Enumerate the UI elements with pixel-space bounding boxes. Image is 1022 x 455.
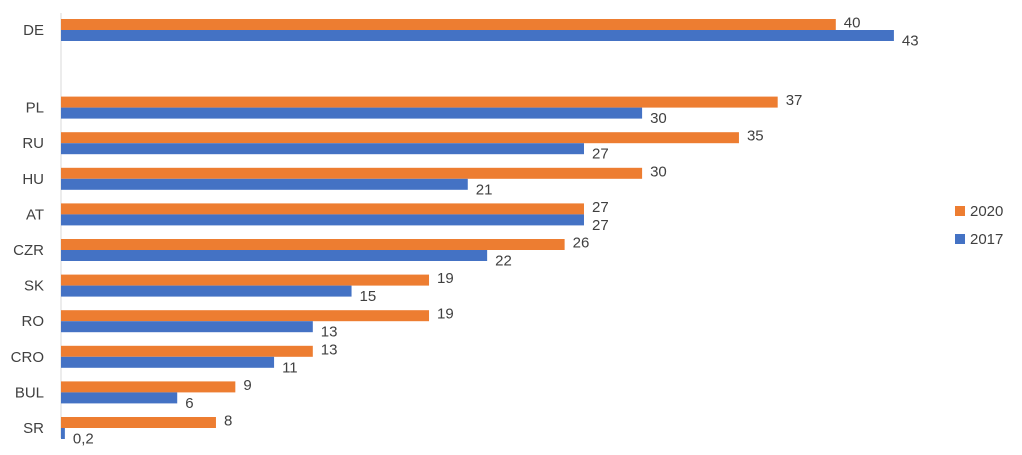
category-label: RU (22, 135, 44, 152)
data-label-2017: 15 (360, 288, 377, 305)
data-label-2017: 0,2 (73, 431, 94, 448)
data-label-2020: 30 (650, 163, 667, 180)
legend-label-2020: 2020 (970, 203, 1003, 220)
category-label: PL (26, 100, 44, 117)
data-label-2020: 13 (321, 341, 338, 358)
bar-2017 (61, 285, 352, 297)
data-label-2020: 26 (573, 235, 590, 252)
bar-2017 (61, 214, 584, 226)
data-label-2017: 11 (282, 359, 298, 376)
data-label-2017: 30 (650, 110, 667, 127)
data-label-2017: 21 (476, 181, 493, 198)
bar-2020 (61, 203, 584, 215)
legend-label-2017: 2017 (970, 231, 1003, 248)
category-label: HU (22, 171, 44, 188)
category-label: AT (26, 206, 44, 223)
data-label-2017: 27 (592, 146, 609, 163)
legend-swatch-2020 (955, 206, 965, 216)
bar-2020 (61, 310, 430, 322)
bar-2017 (61, 178, 468, 190)
bar-2017 (61, 428, 65, 439)
data-label-2017: 22 (495, 253, 512, 270)
category-label: DE (23, 22, 44, 39)
data-label-2020: 27 (592, 199, 609, 216)
data-label-2020: 19 (437, 306, 454, 323)
bar-2020 (61, 345, 313, 357)
bar-2017 (61, 143, 584, 155)
bar-2017 (61, 321, 313, 333)
bar-2017 (61, 392, 178, 404)
data-label-2020: 35 (747, 128, 764, 145)
category-label: RO (22, 313, 45, 330)
bar-2017 (61, 30, 894, 41)
bar-2020 (61, 132, 739, 144)
category-label: SR (23, 420, 44, 437)
data-label-2017: 13 (321, 324, 338, 341)
category-label: CZR (13, 242, 44, 259)
data-label-2020: 37 (786, 92, 803, 109)
bar-2017 (61, 250, 488, 261)
category-label: SK (24, 278, 44, 295)
data-label-2017: 43 (902, 33, 919, 50)
data-label-2020: 40 (844, 15, 861, 32)
data-label-2020: 19 (437, 270, 454, 287)
category-label: BUL (15, 384, 44, 401)
data-label-2020: 8 (224, 413, 232, 430)
bar-2020 (61, 19, 836, 30)
data-label-2017: 6 (185, 395, 193, 412)
bar-2020 (61, 417, 216, 428)
data-label-2020: 9 (243, 377, 251, 394)
bar-2020 (61, 96, 778, 108)
bar-2020 (61, 239, 565, 250)
bar-2020 (61, 274, 430, 286)
legend-swatch-2017 (955, 234, 965, 244)
bar-2017 (61, 107, 643, 119)
category-label: CRO (11, 349, 44, 366)
bar-2017 (61, 356, 275, 368)
bar-2020 (61, 381, 236, 393)
bar-2020 (61, 167, 643, 179)
data-label-2017: 27 (592, 217, 609, 234)
